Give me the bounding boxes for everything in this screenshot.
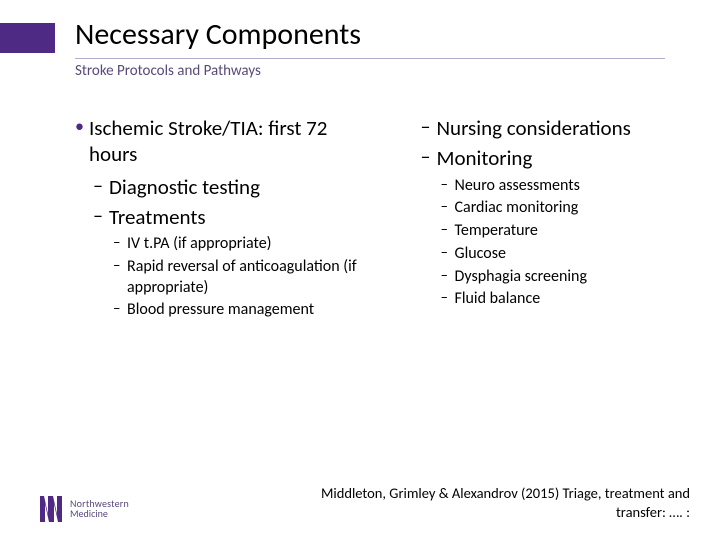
left-column: Ischemic Stroke/TIA: first 72 hours Diag…	[75, 115, 363, 323]
content-columns: Ischemic Stroke/TIA: first 72 hours Diag…	[75, 115, 690, 323]
bullet-monitoring-item: Fluid balance	[403, 289, 691, 310]
slide-title: Necessary Components	[75, 16, 361, 53]
bullet-treatment-item: Rapid reversal of anticoagulation (if ap…	[75, 257, 363, 299]
bullet-treatments: Treatments	[75, 204, 363, 230]
logo-text-bottom: Medicine	[70, 509, 129, 519]
title-divider	[75, 58, 665, 59]
bullet-treatment-item: Blood pressure management	[75, 300, 363, 321]
bullet-diagnostic: Diagnostic testing	[75, 174, 363, 200]
logo-text: Northwestern Medicine	[70, 499, 129, 519]
slide-subtitle: Stroke Protocols and Pathways	[75, 62, 261, 80]
bullet-monitoring-item: Temperature	[403, 221, 691, 242]
right-column: Nursing considerations Monitoring Neuro …	[403, 115, 691, 323]
bullet-monitoring-item: Cardiac monitoring	[403, 198, 691, 219]
bullet-monitoring-item: Glucose	[403, 244, 691, 265]
bullet-monitoring: Monitoring	[403, 145, 691, 171]
header-accent-bar	[0, 23, 55, 53]
bullet-main: Ischemic Stroke/TIA: first 72 hours	[75, 115, 363, 168]
citation-text: Middleton, Grimley & Alexandrov (2015) T…	[290, 484, 690, 522]
bullet-monitoring-item: Dysphagia screening	[403, 267, 691, 288]
bullet-nursing: Nursing considerations	[403, 115, 691, 141]
bullet-monitoring-item: Neuro assessments	[403, 176, 691, 197]
northwestern-logo: Northwestern Medicine	[38, 494, 129, 524]
logo-mark-icon	[38, 494, 64, 524]
bullet-treatment-item: IV t.PA (if appropriate)	[75, 234, 363, 255]
